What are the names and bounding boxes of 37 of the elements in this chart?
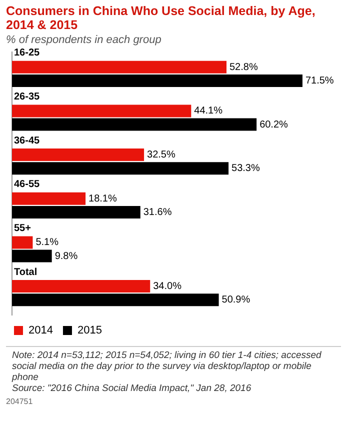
bar (12, 162, 229, 175)
data-label: 71.5% (305, 75, 334, 86)
data-label: 31.6% (143, 206, 172, 218)
y-tick-label: 26-35 (14, 91, 40, 102)
data-label: 5.1% (36, 237, 59, 248)
chart-subtitle: % of respondents in each group (5, 33, 162, 46)
bar (12, 60, 226, 74)
bar (12, 148, 144, 162)
data-label: 53.3% (232, 163, 260, 174)
data-label: 32.5% (147, 150, 176, 161)
y-tick-label: 16-25 (14, 48, 40, 59)
bar (12, 206, 140, 218)
y-tick-label: Total (14, 266, 38, 278)
data-label: 44.1% (194, 106, 223, 117)
bar (12, 294, 219, 306)
y-tick-label: 55+ (14, 222, 32, 234)
bar (12, 192, 86, 205)
text: Note: 2014 n=53,112; 2015 n=54,052; living in 60 tier 1-4 cities; accessed social media on the day prior to the survey via desktop/laptop or mobile phone (12, 350, 322, 383)
legend-label: 2014 (28, 324, 53, 337)
bar (12, 280, 150, 293)
y-tick-label: 36-45 (14, 135, 40, 146)
bar (12, 236, 33, 249)
bar (12, 250, 52, 262)
bar (12, 104, 192, 118)
bar (12, 74, 302, 87)
y-tick-label: 46-55 (14, 179, 40, 190)
legend-label: 2015 (77, 324, 102, 337)
source-note: Source: "2016 China Social Media Impact," Jan 28, 2016 (12, 383, 252, 394)
data-label: 18.1% (88, 193, 117, 204)
data-label: 60.2% (260, 119, 288, 130)
chart-title: Consumers in China Who Use Social Media, by Age, 2014 & 2015 (5, 3, 316, 32)
text: 204751 (5, 396, 34, 408)
data-label: 9.8% (54, 250, 78, 262)
data-label: 52.8% (230, 62, 258, 73)
bar (12, 118, 257, 131)
data-label: 50.9% (222, 294, 250, 306)
data-label: 34.0% (153, 281, 182, 292)
